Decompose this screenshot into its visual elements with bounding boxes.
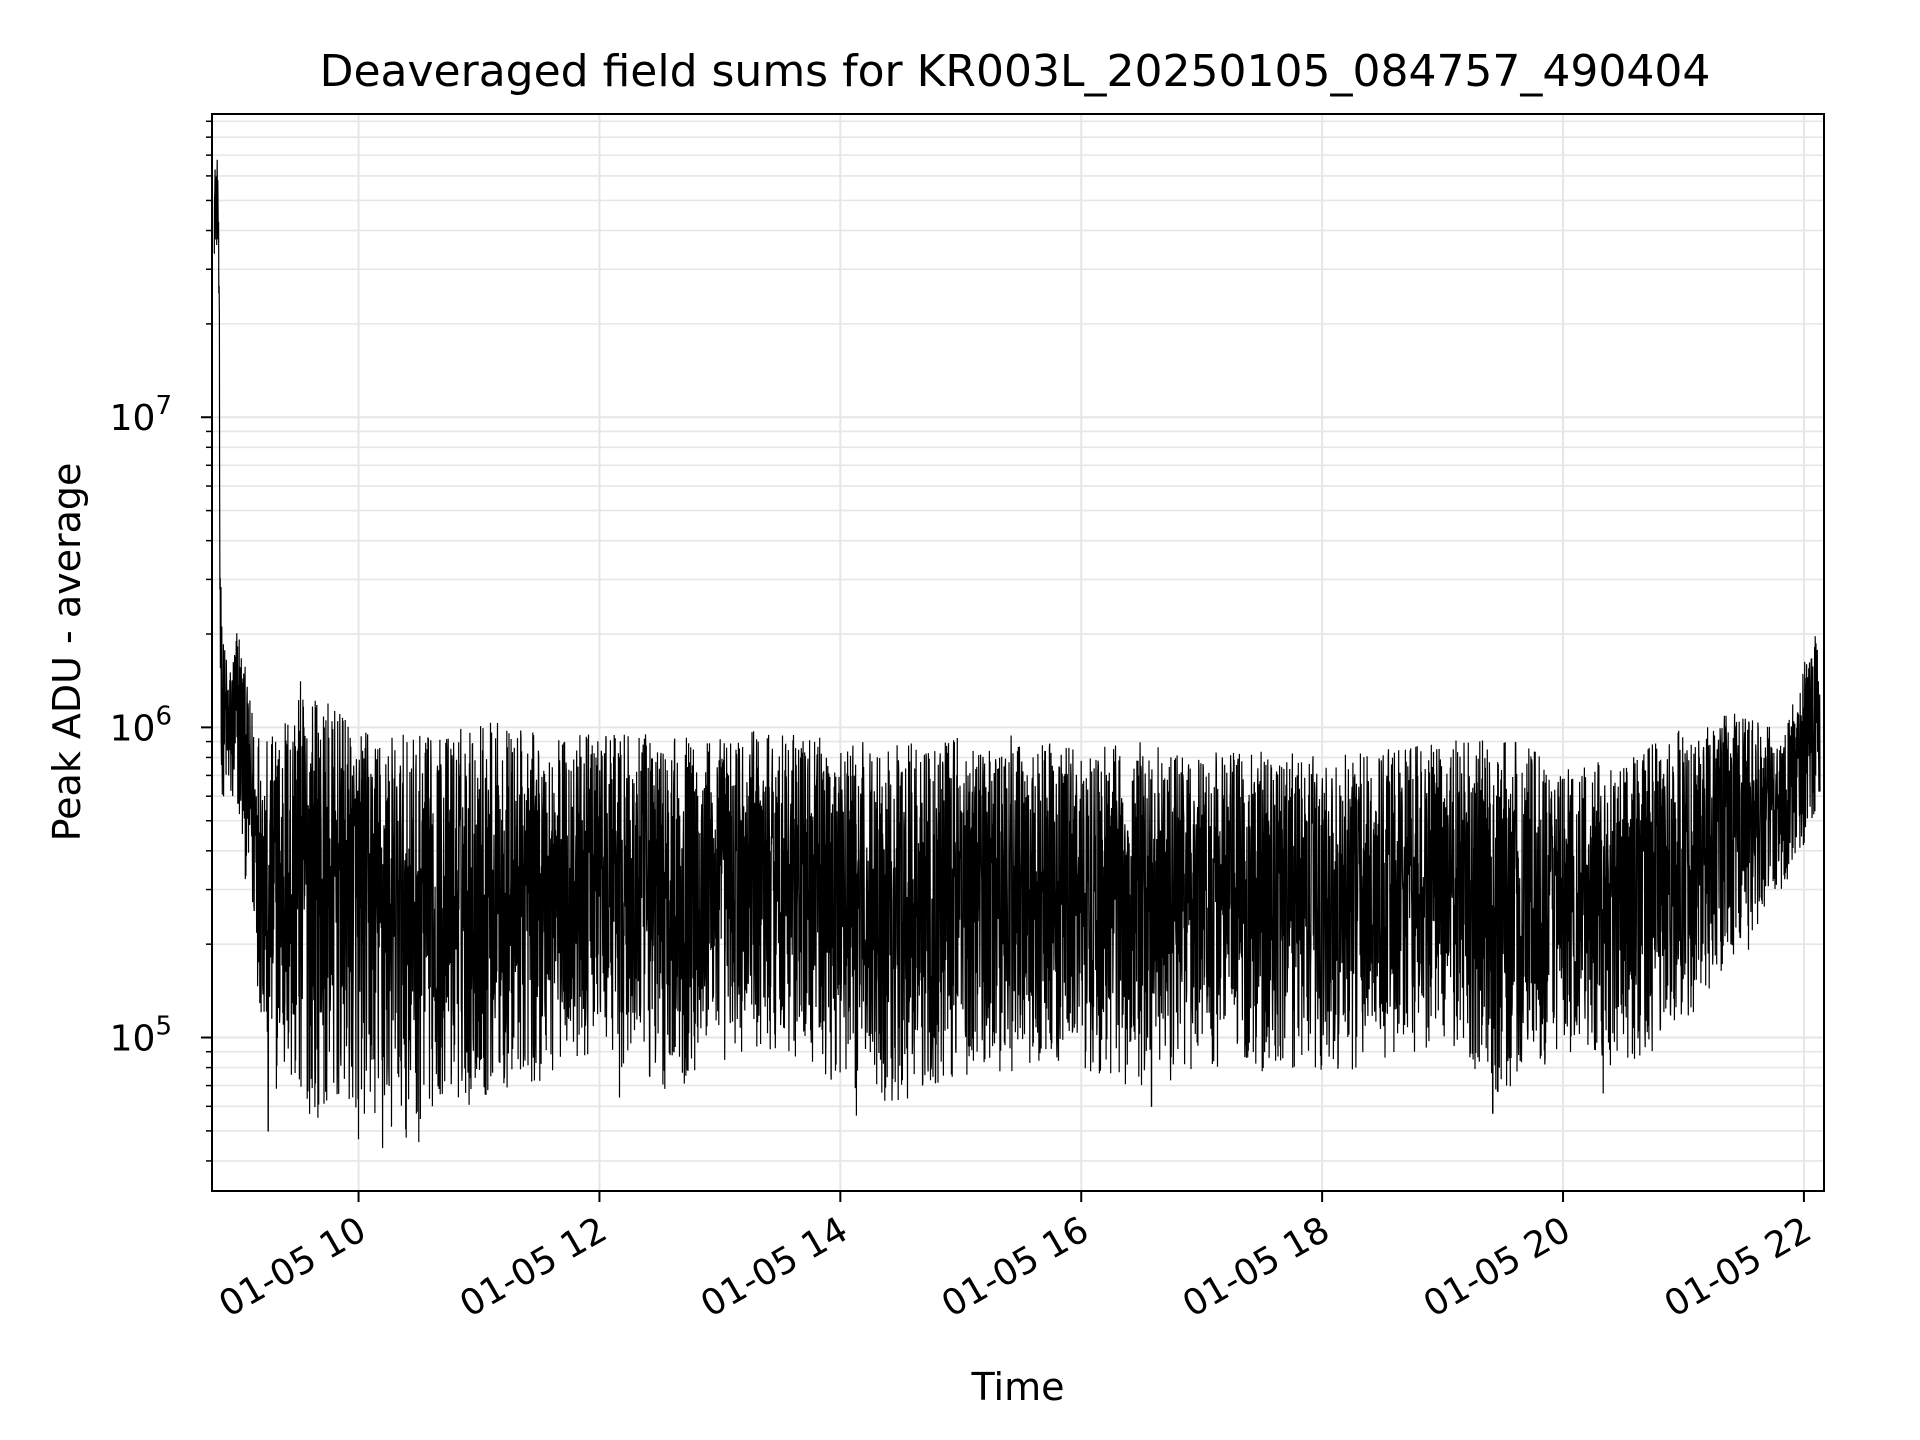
series-path [213, 159, 1821, 1149]
chart-title: Deaveraged field sums for KR003L_2025010… [320, 46, 1711, 97]
y-axis-ticks: 105 106 107 [110, 120, 212, 1162]
x-axis-title: Time [971, 1365, 1065, 1409]
plot-frame [211, 113, 1825, 1192]
series-line [213, 159, 1821, 1149]
y-tick-label: 105 [110, 1012, 172, 1060]
y-tick-label: 107 [110, 391, 172, 439]
y-axis-title: Peak ADU - average [45, 463, 89, 842]
y-tick-label: 106 [110, 701, 172, 749]
